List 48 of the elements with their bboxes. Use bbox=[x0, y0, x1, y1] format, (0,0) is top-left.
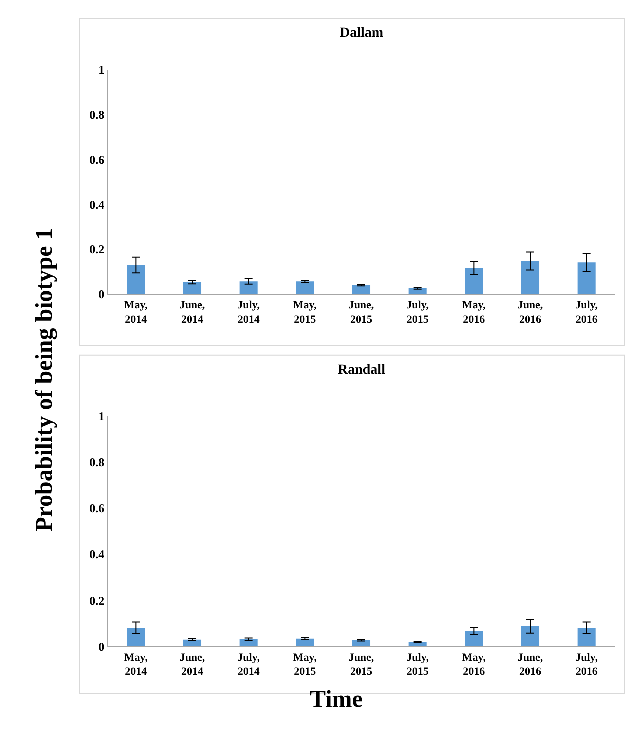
y-tick-label: 0.8 bbox=[90, 455, 105, 470]
x-tick-label: June, 2015 bbox=[348, 652, 374, 678]
y-tick-label: 0.2 bbox=[90, 594, 105, 608]
x-tick-label: June, 2016 bbox=[518, 652, 544, 678]
x-tick-label: May, 2014 bbox=[124, 300, 148, 326]
x-tick-label: May, 2016 bbox=[462, 300, 486, 326]
bar bbox=[127, 628, 146, 647]
x-tick-label: June, 2015 bbox=[348, 300, 374, 326]
x-tick-label: July, 2015 bbox=[406, 300, 430, 326]
x-tick-label: June, 2016 bbox=[518, 300, 544, 326]
y-tick-label: 0 bbox=[98, 640, 105, 654]
x-tick-label: July, 2016 bbox=[576, 652, 598, 678]
bar bbox=[296, 638, 314, 647]
y-tick-label: 0.4 bbox=[90, 198, 105, 212]
x-tick-label: July, 2015 bbox=[406, 652, 430, 678]
x-tick-label: May, 2016 bbox=[462, 652, 486, 678]
bar bbox=[465, 632, 484, 647]
chart-title: Dallam bbox=[340, 26, 384, 41]
y-tick-label: 0 bbox=[98, 288, 105, 302]
bar bbox=[183, 282, 202, 294]
y-axis-title: Probability of being biotype 1 bbox=[32, 228, 58, 532]
bar bbox=[521, 261, 540, 294]
x-tick-label: May, 2015 bbox=[293, 652, 318, 678]
bar bbox=[521, 626, 540, 647]
bar bbox=[465, 268, 484, 294]
x-tick-label: May, 2015 bbox=[293, 300, 318, 326]
bar bbox=[296, 282, 314, 294]
x-tick-label: July, 2014 bbox=[238, 652, 260, 678]
x-tick-label: June, 2014 bbox=[180, 652, 206, 678]
chart-title: Randall bbox=[338, 363, 386, 378]
y-tick-label: 0.4 bbox=[90, 548, 105, 562]
y-tick-label: 1 bbox=[98, 62, 105, 77]
y-tick-label: 0.6 bbox=[90, 502, 105, 516]
x-axis-title: Time bbox=[310, 687, 364, 713]
x-tick-label: June, 2014 bbox=[180, 300, 206, 326]
y-tick-label: 1 bbox=[98, 409, 105, 424]
bar bbox=[240, 282, 258, 294]
bar bbox=[127, 265, 146, 294]
y-tick-label: 0.2 bbox=[90, 242, 105, 257]
y-tick-label: 0.6 bbox=[90, 152, 105, 167]
y-tick-label: 0.8 bbox=[90, 108, 105, 122]
x-tick-label: July, 2016 bbox=[576, 300, 598, 326]
bar bbox=[578, 262, 596, 294]
bar bbox=[578, 628, 596, 647]
bar bbox=[352, 285, 371, 294]
x-tick-label: May, 2014 bbox=[124, 652, 148, 678]
bar bbox=[408, 288, 427, 294]
x-tick-label: July, 2014 bbox=[238, 300, 260, 326]
